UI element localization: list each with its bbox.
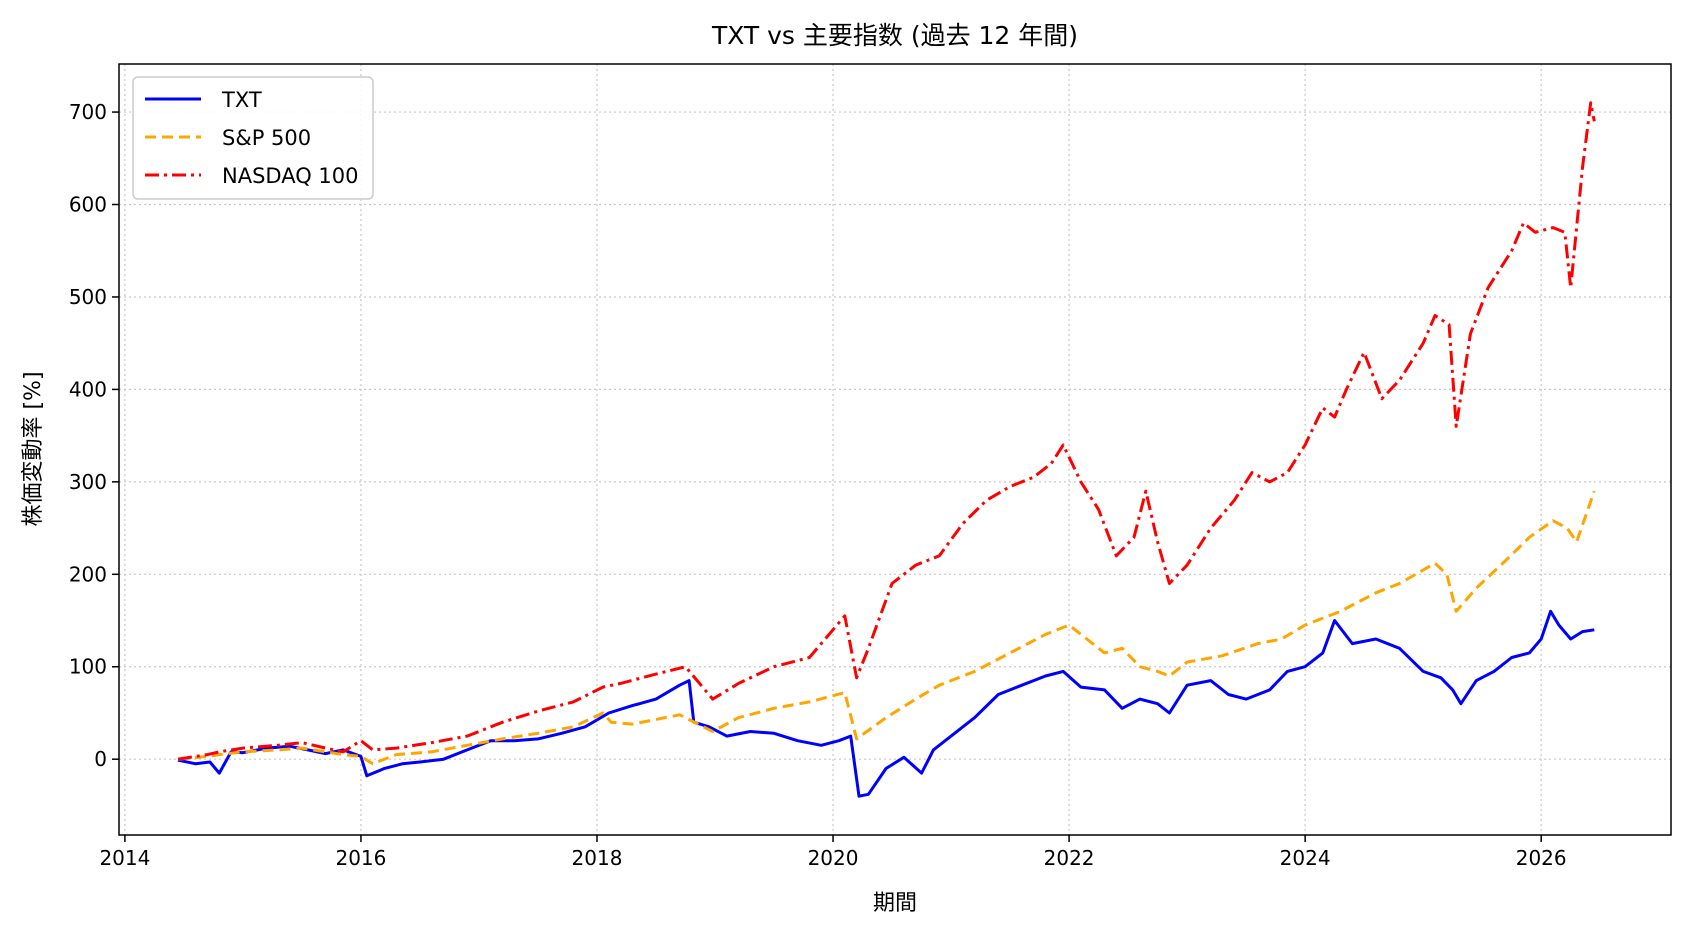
y-tick-label: 700 <box>69 100 107 124</box>
legend-label-sp500: S&P 500 <box>222 126 311 150</box>
x-tick-label: 2022 <box>1044 846 1095 870</box>
y-tick-label: 0 <box>94 747 107 771</box>
legend: TXT S&P 500 NASDAQ 100 <box>132 76 374 200</box>
y-tick-label: 400 <box>69 377 107 401</box>
y-tick-label: 200 <box>69 562 107 586</box>
y-axis-title: 株価変動率 [%] <box>21 371 46 526</box>
legend-label-nasdaq100: NASDAQ 100 <box>222 164 359 188</box>
y-tick-label: 600 <box>69 193 107 217</box>
x-tick-label: 2014 <box>99 846 150 870</box>
plot-area <box>177 101 1596 798</box>
legend-label-txt: TXT <box>221 88 262 112</box>
series-line-nasdaq-100 <box>177 101 1596 761</box>
grid <box>119 64 1671 835</box>
x-tick-label: 2018 <box>572 846 623 870</box>
y-tick-label: 100 <box>69 655 107 679</box>
chart-title: TXT vs 主要指数 (過去 12 年間) <box>711 21 1078 50</box>
x-tick-label: 2024 <box>1280 846 1331 870</box>
series-line-s-p-500 <box>177 490 1596 766</box>
series-line-txt <box>177 609 1595 798</box>
y-tick-label: 300 <box>69 470 107 494</box>
x-tick-label: 2020 <box>808 846 859 870</box>
x-axis-title: 期間 <box>873 891 917 916</box>
plot-frame <box>118 63 1672 836</box>
legend-box <box>132 76 374 200</box>
x-axis: 2014 2016 2018 2020 2022 2024 2026 <box>99 835 1567 870</box>
y-axis: 0 100 200 300 400 500 600 700 <box>69 100 119 771</box>
x-tick-label: 2016 <box>335 846 386 870</box>
x-tick-label: 2026 <box>1516 846 1567 870</box>
y-tick-label: 500 <box>69 285 107 309</box>
